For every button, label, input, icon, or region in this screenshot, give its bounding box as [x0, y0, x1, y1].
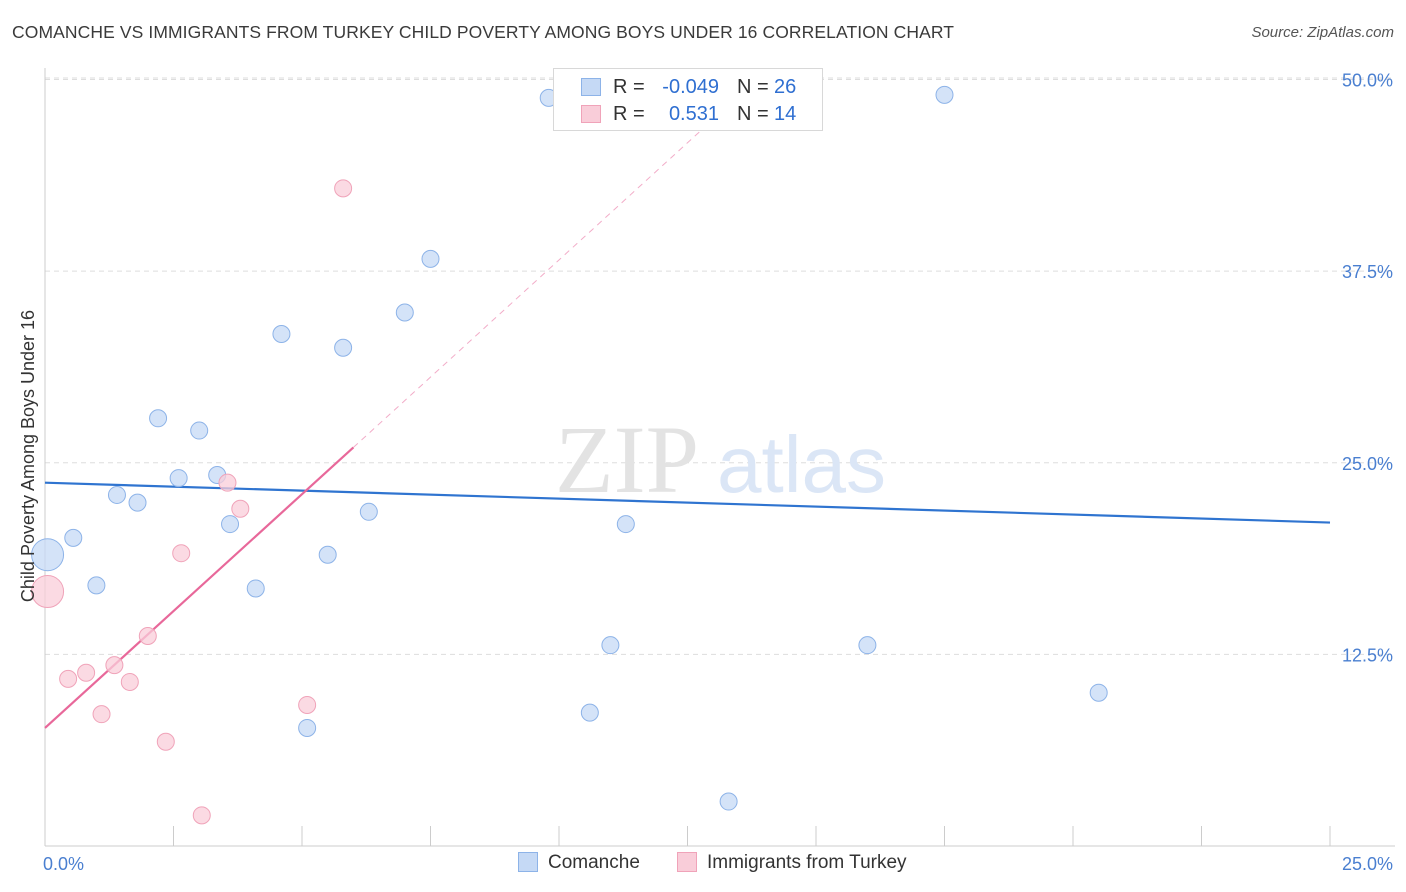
data-point-comanche: [1089, 683, 1108, 702]
data-point-comanche: [128, 493, 147, 512]
data-point-comanche: [318, 545, 337, 564]
data-point-turkey: [138, 626, 157, 645]
legend-n-label: N =: [737, 103, 769, 125]
legend-n-label: N =: [737, 76, 769, 98]
trend-line-comanche: [44, 481, 1331, 524]
bottom-legend-swatch-turkey: [677, 852, 697, 872]
data-point-comanche: [580, 703, 599, 722]
data-point-turkey: [77, 663, 96, 682]
data-point-comanche: [359, 502, 378, 521]
bottom-legend-swatch-comanche: [518, 852, 538, 872]
data-point-comanche: [298, 718, 317, 737]
x-tick-label-min: 0.0%: [43, 854, 84, 874]
chart-title: COMANCHE VS IMMIGRANTS FROM TURKEY CHILD…: [12, 22, 955, 42]
x-tick-label-max: 25.0%: [1342, 854, 1393, 874]
legend-row-comanche: R = -0.049 N = 26: [554, 74, 822, 100]
data-point-comanche: [169, 469, 188, 488]
watermark-zip: ZIP: [555, 406, 699, 513]
data-point-turkey: [120, 672, 139, 691]
trend-line-extension-turkey: [353, 118, 714, 448]
y-tick-label: 37.5%: [1342, 262, 1393, 282]
data-point-comanche: [190, 421, 209, 440]
legend-r-label: R =: [613, 103, 645, 125]
legend-r-value: 0.531: [668, 103, 719, 125]
data-point-comanche: [616, 515, 635, 534]
data-point-comanche: [221, 515, 240, 534]
data-point-turkey: [156, 732, 175, 751]
y-tick-label: 25.0%: [1342, 454, 1393, 474]
data-point-comanche: [601, 636, 620, 655]
data-points: [31, 85, 1108, 825]
source-label: Source: ZipAtlas.com: [1251, 24, 1394, 41]
data-point-comanche: [272, 324, 291, 343]
data-point-turkey: [218, 473, 237, 492]
y-tick-label: 50.0%: [1342, 71, 1393, 91]
legend-r-label: R =: [613, 76, 645, 98]
tick-labels: 12.5% 25.0% 37.5% 50.0% 0.0% 25.0%: [43, 71, 1393, 875]
data-point-turkey: [31, 575, 65, 609]
legend-row-turkey: R = 0.531 N = 14: [554, 101, 822, 127]
bottom-legend-comanche: Comanche: [518, 852, 640, 874]
data-point-comanche: [421, 249, 440, 268]
data-point-comanche: [107, 485, 126, 504]
data-point-turkey: [59, 669, 78, 688]
data-point-turkey: [92, 705, 111, 724]
trend-line-turkey: [44, 446, 355, 729]
legend-r-value: -0.049: [662, 76, 719, 98]
watermark: ZIP atlas: [555, 406, 886, 513]
legend-swatch-comanche: [581, 78, 601, 96]
data-point-comanche: [87, 576, 106, 595]
data-point-comanche: [858, 636, 877, 655]
data-point-comanche: [64, 528, 83, 547]
bottom-legend-turkey: Immigrants from Turkey: [677, 852, 907, 874]
data-point-turkey: [334, 179, 353, 198]
legend-n-value: 14: [774, 103, 797, 125]
y-axis-title: Child Poverty Among Boys Under 16: [18, 310, 38, 602]
data-point-comanche: [246, 579, 265, 598]
axes: [44, 68, 1395, 847]
data-point-comanche: [149, 409, 168, 428]
data-point-turkey: [231, 499, 250, 518]
bottom-legend-label-comanche: Comanche: [548, 852, 640, 873]
legend-n-value: 26: [774, 76, 797, 98]
y-tick-label: 12.5%: [1342, 645, 1393, 665]
data-point-turkey: [172, 544, 191, 563]
bottom-legend-label-turkey: Immigrants from Turkey: [707, 852, 907, 873]
data-point-comanche: [31, 538, 65, 572]
trend-lines: [44, 118, 1331, 729]
data-point-turkey: [192, 806, 211, 825]
data-point-comanche: [719, 792, 738, 811]
data-point-turkey: [298, 695, 317, 714]
correlation-legend: R = -0.049 N = 26 R = 0.531 N = 14: [553, 68, 823, 131]
data-point-comanche: [334, 338, 353, 357]
data-point-turkey: [105, 656, 124, 675]
watermark-atlas: atlas: [717, 420, 886, 509]
data-point-comanche: [935, 85, 954, 104]
gridlines: [45, 77, 1395, 655]
legend-swatch-turkey: [581, 105, 601, 123]
data-point-comanche: [395, 303, 414, 322]
